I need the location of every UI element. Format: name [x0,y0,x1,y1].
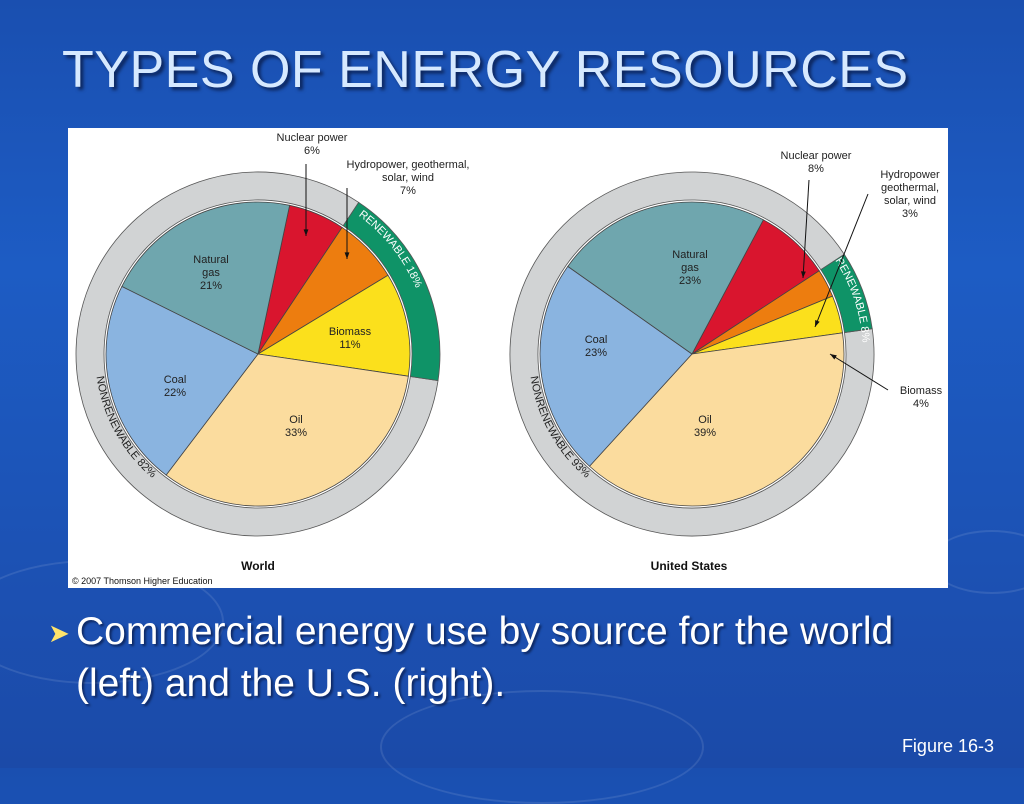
nuclear-label: Nuclear power 6% [277,132,348,157]
biomass-slice [256,274,411,377]
oil-label: Oil 39% [694,414,716,439]
biomass-label: Biomass 4% [900,385,943,410]
natural_gas-label: Natural gas 21% [193,254,228,292]
world-chart-title: World [241,559,275,573]
hydro-arrowhead [344,252,350,259]
natural_gas-label: Natural gas 23% [672,249,707,287]
nonrenewable-ring [75,171,439,537]
nonrenewable-ring [509,171,875,537]
bullet-text: Commercial energy use by source for the … [76,610,894,705]
hydro-label: Hydropower, geothermal, solar, wind 7% [347,159,470,197]
oil-label: Oil 33% [285,414,307,439]
coal-slice [105,285,259,476]
coal-label: Coal 23% [585,334,608,359]
nuclear-arrowhead [801,271,806,278]
coal-slice [539,265,693,467]
slide-title: TYPES OF ENERGY RESOURCES [62,41,909,99]
nuclear-label: Nuclear power 8% [781,150,852,175]
us-chart-title: United States [651,559,728,573]
hydro-leader-line [814,193,869,328]
oil-slice [588,332,845,507]
renewable-ring [820,253,873,334]
natural_gas-slice [121,201,291,355]
figure-panel: RENEWABLE 18% NONRENEWABLE 82% Nuclear pow… [68,128,948,588]
hydro-arrowhead [815,320,820,327]
nuclear-arrowhead [303,229,309,236]
world-pie-chart: RENEWABLE 18%NONRENEWABLE 82%Nuclear pow… [75,132,470,537]
biomass-arrowhead [830,354,837,360]
bullet-arrow-icon: ➤ [48,618,70,648]
coal-label: Coal 22% [164,374,187,399]
copyright-text: © 2007 Thomson Higher Education [72,576,213,586]
nuclear-leader-line [802,179,810,279]
biomass-label: Biomass 11% [329,326,372,351]
energy-pie-charts: RENEWABLE 18%NONRENEWABLE 82%Nuclear pow… [72,132,943,586]
renewable-ring [342,201,441,382]
natural_gas-slice [567,201,764,355]
oil-slice [165,353,409,507]
hydro-label: Hydropower geothermal, solar, wind 3% [880,169,940,220]
biomass-leader-line [829,353,889,391]
us-pie-chart: RENEWABLE 8%NONRENEWABLE 93%Nuclear powe… [509,150,943,537]
figure-reference: Figure 16-3 [901,736,994,756]
